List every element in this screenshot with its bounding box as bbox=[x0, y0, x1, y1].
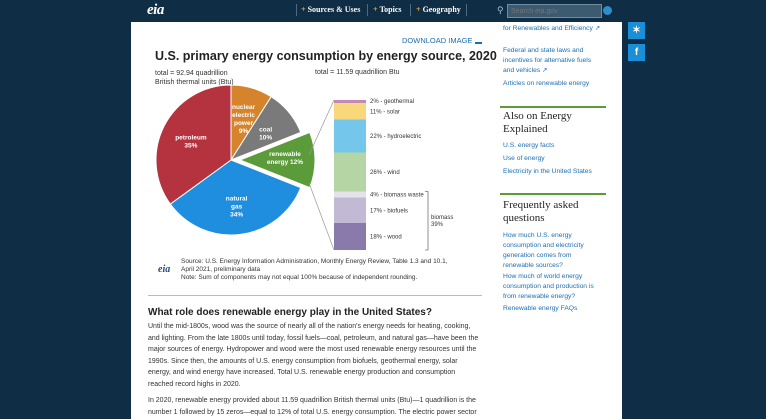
sidebar-divider bbox=[500, 106, 606, 108]
total-right: total = 11.59 quadrillion Btu bbox=[315, 69, 400, 76]
search-go-button[interactable] bbox=[603, 6, 612, 15]
stack-segment-1 bbox=[334, 103, 366, 120]
sidebar-heading-faq: Frequently asked questions bbox=[503, 199, 579, 224]
faq-link-world-renewables[interactable]: How much of world energy consumption and… bbox=[503, 273, 594, 300]
stack-label-5: 17% - biofuels bbox=[370, 208, 408, 214]
pie-label-coal: coal 10% bbox=[259, 126, 272, 141]
eia-logo[interactable]: eia bbox=[147, 2, 164, 18]
stack-label-2: 22% - hydroelectric bbox=[370, 134, 421, 140]
stack-label-6: 18% - wood bbox=[370, 235, 402, 241]
chart-source: Source: U.S. Energy Information Administ… bbox=[181, 258, 481, 282]
nav-geography-label: Geography bbox=[422, 5, 461, 14]
stack-segment-6 bbox=[334, 223, 366, 250]
sidebar-link-electricity[interactable]: Electricity in the United States bbox=[503, 168, 592, 175]
total-left-line2: British thermal units (Btu) bbox=[155, 79, 234, 86]
download-icon bbox=[475, 34, 483, 44]
search-input[interactable] bbox=[507, 4, 602, 18]
source-note: Note: Sum of components may not equal 10… bbox=[181, 274, 418, 281]
sidebar-link-laws[interactable]: Federal and state laws and incentives fo… bbox=[503, 46, 603, 76]
pie-labels: nuclear electric power 9% coal 10% renewable en… bbox=[175, 104, 303, 219]
breakdown-connector bbox=[308, 99, 335, 251]
twitter-share-button[interactable]: ✶ bbox=[628, 22, 645, 39]
facebook-share-button[interactable]: f bbox=[628, 44, 645, 61]
total-left-line1: total = 92.94 quadrillion bbox=[155, 70, 228, 77]
download-label: DOWNLOAD IMAGE bbox=[402, 36, 473, 45]
external-link-icon: ↗ bbox=[594, 25, 601, 32]
sidebar-link-energy-facts[interactable]: U.S. energy facts bbox=[503, 142, 555, 149]
faq-link-renewable-faqs[interactable]: Renewable energy FAQs bbox=[503, 305, 578, 312]
pie-label-petroleum: petroleum 35% bbox=[175, 135, 207, 150]
chart-title: U.S. primary energy consumption by energ… bbox=[155, 49, 497, 63]
source-eia-logo: eia bbox=[158, 264, 171, 275]
renewable-breakdown-bar bbox=[334, 100, 366, 250]
nav-topics[interactable]: + Topics bbox=[373, 5, 402, 14]
pie-label-nuclear-electric-power: nuclear electric power 9% bbox=[232, 104, 256, 135]
stack-segment-3 bbox=[334, 152, 366, 192]
faq-link-us-renewables[interactable]: How much U.S. energy consumption and ele… bbox=[503, 232, 584, 269]
stack-segment-4 bbox=[334, 191, 366, 198]
link-text: Federal and state laws and incentives fo… bbox=[503, 47, 592, 74]
sidebar-divider bbox=[500, 193, 606, 195]
pie-label-natural-gas: natural gas 34% bbox=[226, 196, 248, 219]
section-divider bbox=[148, 295, 482, 296]
biomass-bracket: biomass 39% bbox=[425, 191, 453, 251]
download-image-link[interactable]: DOWNLOAD IMAGE bbox=[402, 33, 483, 45]
connector-line-bottom bbox=[308, 182, 335, 251]
sidebar-heading-also: Also on Energy Explained bbox=[503, 110, 572, 135]
nav-sources-uses-label: Sources & Uses bbox=[307, 5, 361, 14]
biomass-label: biomass 39% bbox=[431, 215, 453, 228]
nav-sources-uses[interactable]: + Sources & Uses bbox=[301, 5, 360, 14]
paragraph-2: In 2020, renewable energy provided about… bbox=[148, 397, 477, 416]
pie-slice-coal bbox=[229, 95, 302, 162]
stack-segment-5 bbox=[334, 197, 366, 223]
stack-label-3: 26% - wind bbox=[370, 170, 400, 176]
sidebar-link-use-of-energy[interactable]: Use of energy bbox=[503, 155, 545, 162]
twitter-icon: ✶ bbox=[632, 25, 641, 36]
stack-segment-0 bbox=[334, 100, 366, 103]
stack-label-4: 4% - biomass waste bbox=[370, 193, 424, 199]
source-line1: Source: U.S. Energy Information Administ… bbox=[181, 258, 448, 265]
total-left: total = 92.94 quadrillion British thermal… bbox=[155, 69, 234, 87]
pie-slice-petroleum bbox=[155, 85, 232, 205]
nav-separator bbox=[367, 4, 368, 16]
renewable-breakdown-labels: 2% - geothermal 11% - solar 22% - hydroele… bbox=[370, 99, 424, 241]
link-text: for Renewables and Efficiency bbox=[503, 25, 593, 32]
connector-line-top bbox=[308, 99, 335, 156]
top-nav-bar: eia + Sources & Uses + Topics + Geography ⚲ bbox=[0, 0, 766, 22]
biomass-bracket-line bbox=[425, 191, 429, 251]
plus-icon: + bbox=[301, 5, 306, 14]
section-heading: What role does renewable energy play in … bbox=[148, 307, 432, 318]
stack-segment-2 bbox=[334, 119, 366, 153]
nav-topics-label: Topics bbox=[379, 5, 402, 14]
stack-label-0: 2% - geothermal bbox=[370, 99, 414, 105]
source-line2: April 2021, preliminary data bbox=[181, 266, 261, 273]
facebook-icon: f bbox=[634, 47, 639, 58]
paragraph-1: Until the mid-1800s, wood was the source… bbox=[148, 323, 479, 388]
plus-icon: + bbox=[373, 5, 378, 14]
stack-label-1: 11% - solar bbox=[370, 109, 400, 115]
energy-pie-chart: nuclear electric power 9% coal 10% renewable en… bbox=[155, 85, 453, 251]
sidebar-link-renewables-efficiency[interactable]: for Renewables and Efficiency ↗ bbox=[503, 24, 603, 34]
nav-separator bbox=[296, 4, 297, 16]
nav-separator bbox=[410, 4, 411, 16]
search-icon[interactable]: ⚲ bbox=[497, 5, 504, 15]
pie-slice-renewable-energy bbox=[238, 131, 316, 189]
nav-separator bbox=[466, 4, 467, 16]
external-link-icon: ↗ bbox=[542, 67, 548, 74]
nav-geography[interactable]: + Geography bbox=[416, 5, 461, 14]
pie-slices bbox=[155, 85, 316, 236]
plus-icon: + bbox=[416, 5, 421, 14]
pie-slice-natural-gas bbox=[169, 159, 302, 236]
sidebar-link-articles[interactable]: Articles on renewable energy bbox=[503, 80, 590, 87]
pie-label-renewable-energy: renewable energy 12% bbox=[267, 151, 303, 166]
